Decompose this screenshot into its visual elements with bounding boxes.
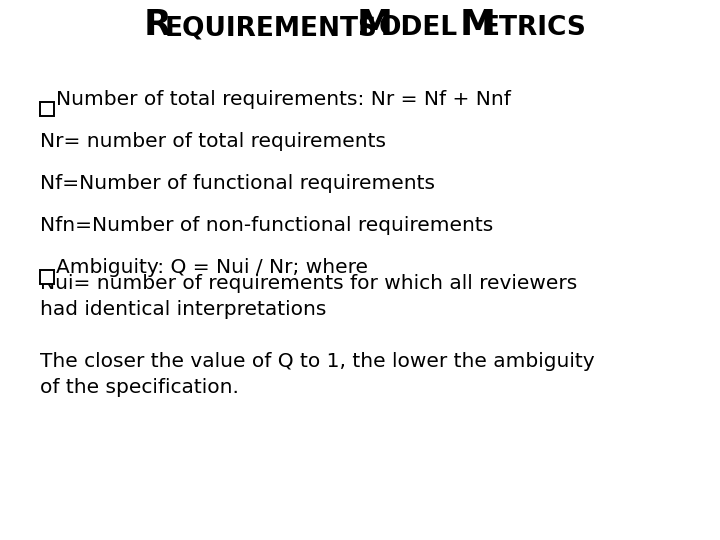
Text: Nui= number of requirements for which all reviewers
had identical interpretation: Nui= number of requirements for which al…: [40, 274, 577, 319]
Text: Nfn=Number of non-functional requirements: Nfn=Number of non-functional requirement…: [40, 216, 493, 235]
Text: Ambiguity: Q = Nui / Nr; where: Ambiguity: Q = Nui / Nr; where: [55, 258, 368, 277]
Text: M: M: [460, 8, 496, 42]
Text: Number of total requirements: Nr = Nf + Nnf: Number of total requirements: Nr = Nf + …: [55, 90, 510, 109]
Text: M: M: [357, 8, 393, 42]
Text: Nf=Number of functional requirements: Nf=Number of functional requirements: [40, 174, 435, 193]
Text: Nr= number of total requirements: Nr= number of total requirements: [40, 132, 386, 151]
Text: ODEL: ODEL: [379, 15, 458, 41]
Text: The closer the value of Q to 1, the lower the ambiguity
of the specification.: The closer the value of Q to 1, the lowe…: [40, 352, 594, 397]
Text: EQUIREMENTS: EQUIREMENTS: [165, 15, 378, 41]
Text: R: R: [143, 8, 171, 42]
Text: ETRICS: ETRICS: [482, 15, 587, 41]
